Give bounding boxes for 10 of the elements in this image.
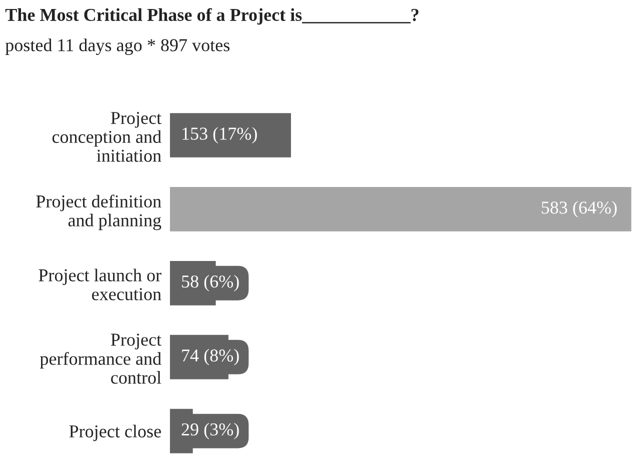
chart-title: The Most Critical Phase of a Project is____________? bbox=[5, 8, 418, 25]
y-tick-label: Project performance and control bbox=[40, 334, 162, 384]
y-tick-label: Project definition and planning bbox=[36, 194, 162, 230]
y-tick-label: Project close bbox=[69, 424, 161, 442]
chart-subtitle: posted 11 days ago * 897 votes bbox=[5, 38, 230, 56]
data-label: 583 (64%) bbox=[542, 201, 617, 218]
data-label: 153 (17%) bbox=[182, 127, 257, 144]
y-tick-label: Project conception and initiation bbox=[52, 112, 162, 162]
data-label: 29 (3%) bbox=[182, 422, 239, 440]
y-tick-label: Project launch or execution bbox=[38, 268, 162, 300]
